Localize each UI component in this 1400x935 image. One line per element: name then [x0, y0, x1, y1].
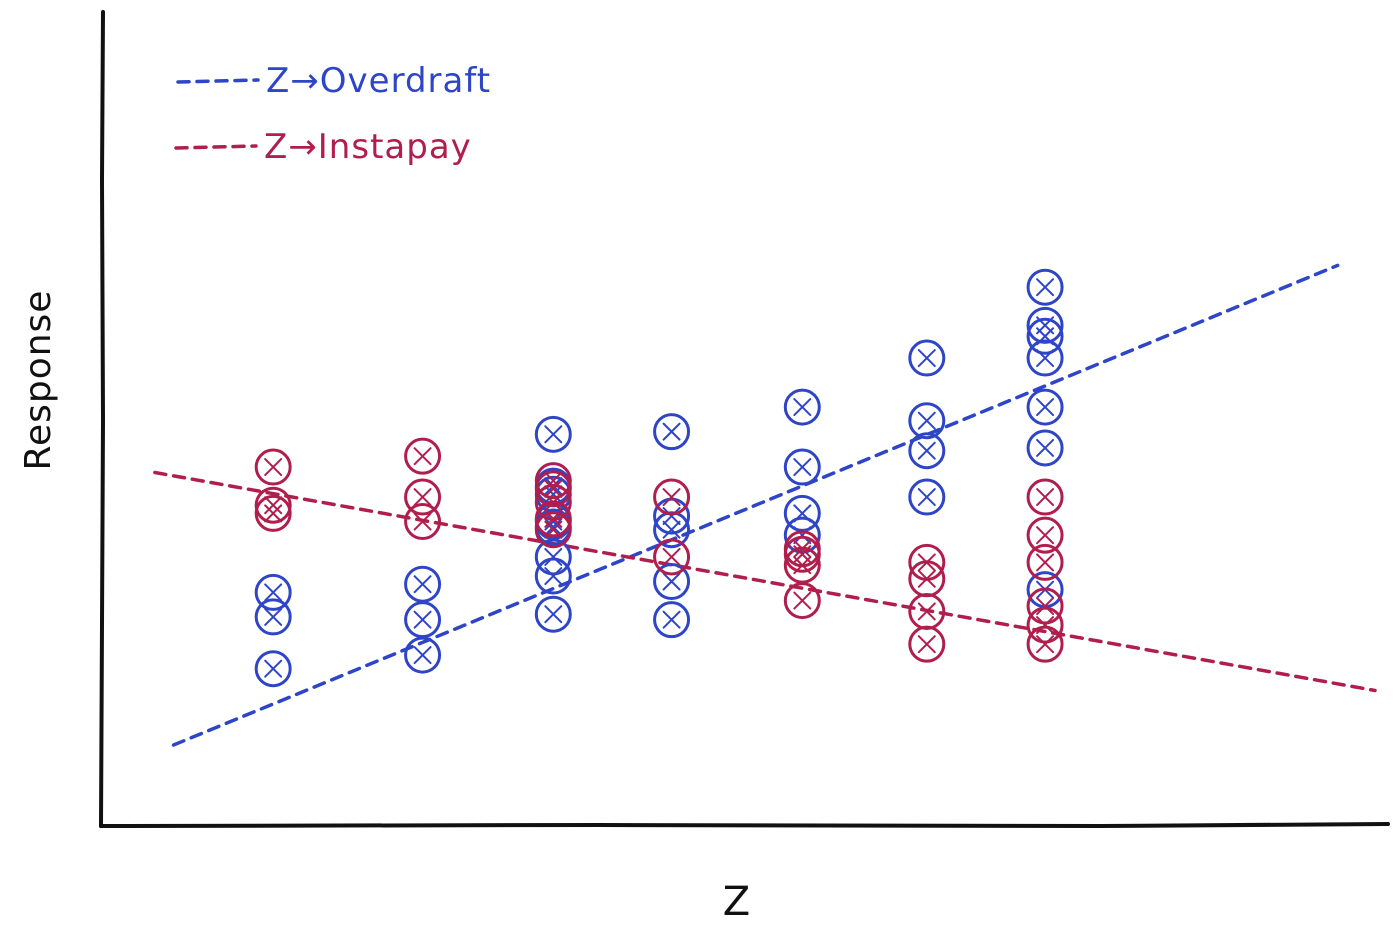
data-point-instapay — [1026, 543, 1064, 581]
trend-lines — [153, 263, 1377, 747]
trend-line-instapay — [153, 470, 1377, 693]
trend-line-overdraft — [171, 263, 1340, 747]
data-points — [254, 268, 1064, 688]
data-point-instapay — [404, 437, 442, 475]
data-point-instapay — [1026, 587, 1064, 625]
data-point-overdraft — [908, 402, 946, 440]
data-point-instapay — [653, 478, 691, 516]
data-point-instapay — [534, 462, 572, 500]
data-point-instapay — [404, 503, 442, 541]
data-point-instapay — [254, 486, 292, 524]
data-point-overdraft — [1026, 268, 1064, 306]
data-point-overdraft — [783, 494, 821, 532]
legend-line-overdraft — [176, 78, 260, 84]
data-point-overdraft — [1026, 339, 1064, 377]
data-point-overdraft — [534, 595, 572, 633]
data-point-overdraft — [653, 497, 691, 535]
data-point-overdraft — [1026, 429, 1064, 467]
data-point-overdraft — [534, 415, 572, 453]
data-point-instapay — [908, 625, 946, 663]
data-point-instapay — [1026, 516, 1064, 554]
data-point-overdraft — [534, 557, 572, 595]
data-point-overdraft — [1026, 306, 1064, 344]
data-point-instapay — [404, 478, 442, 516]
data-point-overdraft — [653, 563, 691, 600]
legend: Z→Overdraft Z→Instapay — [174, 61, 491, 167]
data-point-instapay — [1026, 478, 1064, 516]
y-axis-line — [99, 10, 106, 828]
legend-label-overdraft: Z→Overdraft — [266, 61, 491, 101]
data-point-overdraft — [653, 413, 691, 451]
data-point-instapay — [254, 448, 292, 486]
data-point-overdraft — [1026, 388, 1064, 426]
data-point-overdraft — [783, 448, 821, 486]
data-point-instapay — [534, 470, 572, 508]
data-point-instapay — [1026, 606, 1064, 644]
legend-line-instapay — [174, 144, 258, 150]
data-point-overdraft — [254, 650, 292, 688]
data-point-instapay — [254, 494, 292, 532]
data-point-instapay — [783, 530, 821, 568]
axes — [99, 10, 1390, 829]
data-point-overdraft — [404, 601, 442, 639]
data-point-instapay — [1026, 625, 1064, 663]
data-point-overdraft — [653, 601, 691, 639]
data-point-overdraft — [783, 388, 821, 426]
data-point-overdraft — [908, 478, 946, 516]
data-point-instapay — [908, 592, 946, 630]
data-point-overdraft — [908, 339, 946, 377]
legend-label-instapay: Z→Instapay — [264, 127, 472, 167]
data-point-overdraft — [908, 432, 946, 470]
data-point-instapay — [653, 538, 691, 576]
x-axis-line — [99, 822, 1390, 829]
y-axis-label: Response — [18, 290, 59, 471]
data-point-overdraft — [254, 598, 292, 636]
data-point-overdraft — [254, 573, 292, 611]
data-point-overdraft — [404, 565, 442, 603]
x-axis-label: Z — [723, 879, 751, 925]
data-point-instapay — [908, 543, 946, 581]
